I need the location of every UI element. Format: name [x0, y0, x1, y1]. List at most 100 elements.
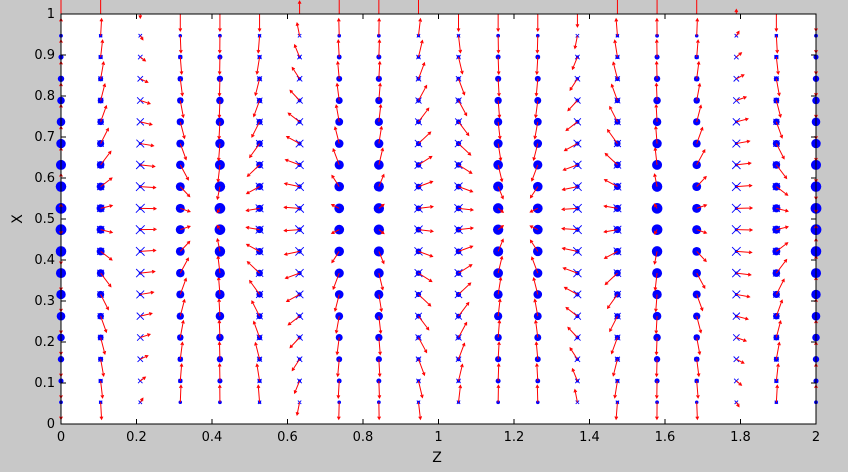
arrow-marker [336, 39, 341, 58]
arrow-marker [609, 315, 618, 333]
arrow-marker [60, 0, 62, 14]
arrow-marker [335, 337, 340, 356]
arrow-marker [418, 107, 430, 123]
arrow-marker [612, 61, 618, 79]
arrow-marker [179, 57, 184, 76]
arrow-marker [418, 359, 426, 377]
arrow-marker [561, 246, 578, 252]
arrow-marker [333, 126, 340, 144]
arrow-marker [100, 0, 102, 14]
arrow-marker [418, 380, 424, 399]
arrow-marker [378, 125, 384, 144]
arrow-marker [377, 380, 382, 399]
arrow-marker [654, 82, 659, 101]
arrow-marker [567, 100, 578, 112]
arrow-marker [561, 226, 578, 231]
arrow-marker [653, 203, 658, 209]
arrow-marker [736, 161, 752, 166]
arrow-marker [140, 248, 157, 253]
arrow-marker [736, 139, 751, 145]
arrow-marker [287, 112, 300, 123]
arrow-marker [653, 273, 658, 292]
arrow-marker [140, 78, 149, 84]
arrow-marker [283, 205, 300, 210]
arrow-marker [377, 359, 382, 378]
x-marker [376, 98, 382, 103]
arrow-marker [535, 14, 540, 33]
arrow-marker [378, 82, 382, 101]
arrow-marker [736, 228, 754, 232]
x-marker [614, 97, 621, 104]
arrow-marker [735, 30, 740, 36]
arrow-marker [180, 207, 191, 213]
arrow-marker [497, 225, 505, 231]
arrow-marker [603, 250, 618, 259]
arrow-marker [456, 14, 461, 33]
arrow-marker [654, 60, 659, 79]
arrow-marker [458, 321, 468, 338]
x-tick-label: 0.4 [202, 430, 223, 445]
arrow-marker [562, 267, 578, 274]
arrow-marker [654, 103, 659, 122]
y-tick-label: 0 [47, 417, 55, 432]
arrow-marker [571, 367, 578, 382]
arrow-marker [378, 316, 383, 335]
arrow-marker [775, 278, 785, 295]
arrow-marker [497, 341, 501, 360]
arrow-marker [775, 78, 781, 97]
dot-marker [217, 378, 223, 384]
arrow-marker [532, 143, 539, 162]
arrow-marker [696, 39, 700, 58]
arrow-marker [604, 152, 618, 166]
arrow-marker [217, 78, 222, 97]
arrow-marker [458, 164, 473, 174]
x-marker [96, 225, 105, 234]
arrow-marker [254, 78, 261, 97]
x-marker [572, 182, 582, 192]
arrow-marker [561, 186, 578, 192]
arrow-marker [291, 358, 300, 372]
arrow-marker [695, 17, 700, 36]
arrow-marker [283, 182, 300, 188]
arrow-marker [140, 333, 151, 338]
arrow-marker [496, 362, 501, 381]
arrow-marker [696, 60, 701, 79]
arrow-marker [458, 186, 474, 193]
arrow-marker [458, 100, 468, 117]
y-tick-label: 0.7 [34, 130, 55, 145]
arrow-marker [100, 104, 108, 122]
arrow-marker [775, 258, 788, 274]
arrow-marker [529, 186, 539, 199]
arrow-marker [255, 363, 261, 382]
arrow-marker [178, 14, 183, 33]
arrow-marker [736, 337, 748, 342]
y-tick-label: 0.5 [34, 212, 55, 227]
arrow-marker [609, 105, 618, 123]
arrow-marker [458, 342, 466, 360]
y-tick-label: 0.1 [34, 376, 55, 391]
arrow-marker [775, 320, 782, 338]
arrow-marker [496, 384, 501, 403]
arrow-marker [696, 316, 703, 334]
arrow-marker [179, 298, 186, 317]
arrow-marker [529, 239, 539, 252]
arrow-marker [289, 89, 300, 101]
arrow-marker [295, 402, 301, 416]
arrow-marker [378, 337, 382, 356]
arrow-marker [571, 56, 578, 71]
arrow-marker [736, 206, 754, 210]
arrow-marker [100, 359, 106, 377]
arrow-marker [100, 61, 106, 79]
arrow-marker [696, 149, 706, 166]
arrow-marker [534, 100, 539, 119]
arrow-marker [333, 294, 340, 312]
arrow-marker [734, 8, 739, 14]
arrow-marker [535, 35, 540, 54]
arrow-marker [775, 363, 780, 382]
arrow-marker [179, 121, 186, 140]
arrow-marker [334, 316, 340, 334]
arrow-marker [284, 272, 300, 280]
arrow-marker [775, 121, 784, 139]
arrow-marker [418, 205, 434, 209]
arrow-marker [458, 35, 463, 54]
